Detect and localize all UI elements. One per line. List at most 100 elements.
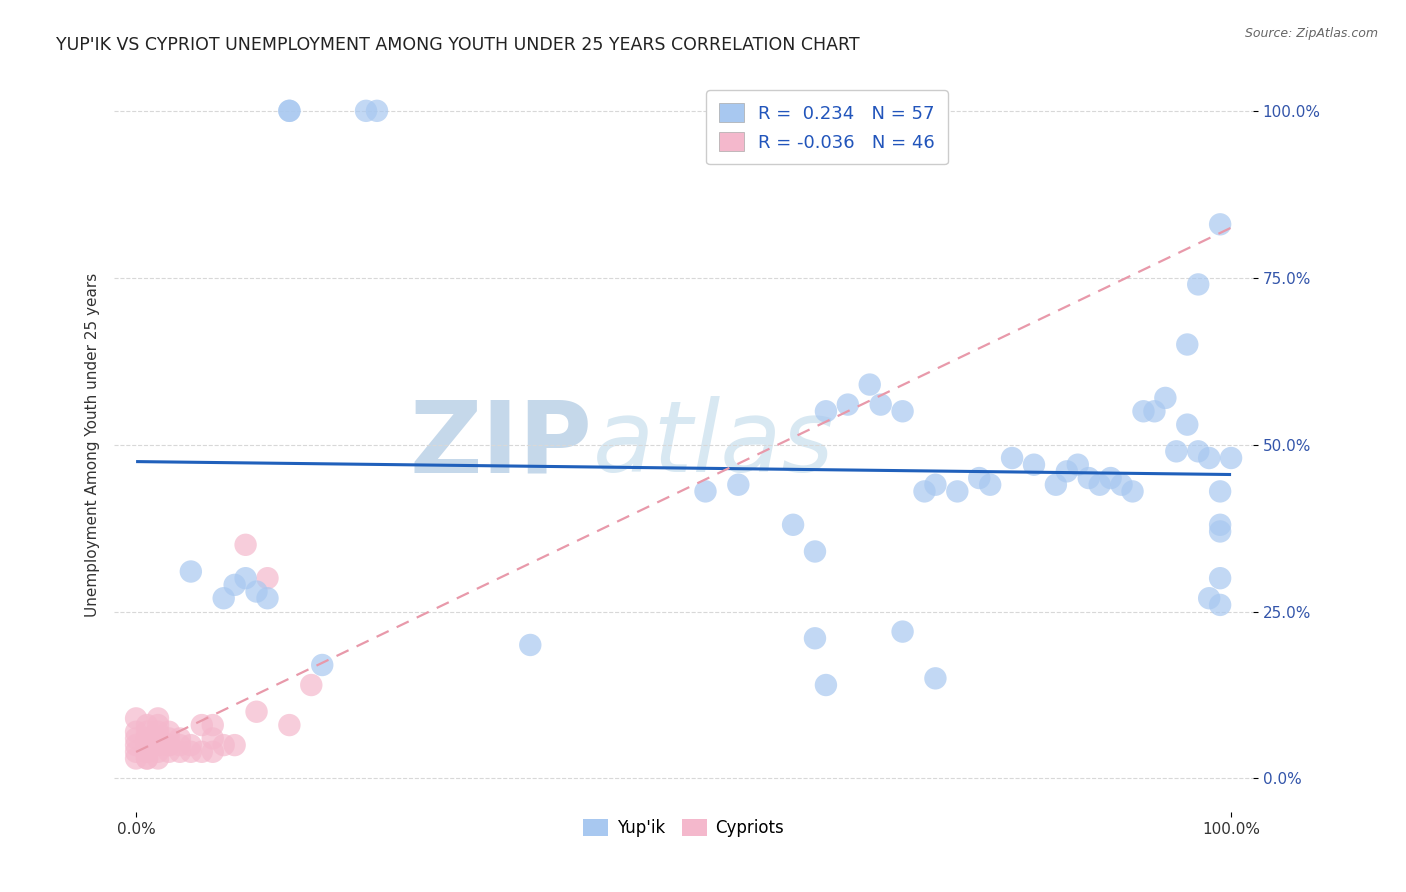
- Point: [1045, 477, 1067, 491]
- Point: [1209, 598, 1232, 612]
- Point: [256, 591, 278, 606]
- Point: [125, 724, 148, 739]
- Point: [235, 571, 257, 585]
- Point: [1198, 450, 1220, 465]
- Point: [169, 745, 191, 759]
- Point: [979, 477, 1001, 491]
- Point: [136, 751, 159, 765]
- Point: [278, 718, 301, 732]
- Point: [136, 724, 159, 739]
- Point: [869, 398, 891, 412]
- Point: [146, 751, 169, 765]
- Point: [814, 404, 837, 418]
- Point: [891, 404, 914, 418]
- Point: [157, 745, 180, 759]
- Text: ZIP: ZIP: [409, 396, 592, 493]
- Point: [299, 678, 322, 692]
- Point: [157, 738, 180, 752]
- Text: atlas: atlas: [592, 396, 834, 493]
- Point: [136, 731, 159, 746]
- Point: [146, 724, 169, 739]
- Point: [169, 738, 191, 752]
- Point: [146, 745, 169, 759]
- Text: Source: ZipAtlas.com: Source: ZipAtlas.com: [1244, 27, 1378, 40]
- Point: [1077, 471, 1099, 485]
- Point: [1198, 591, 1220, 606]
- Point: [967, 471, 990, 485]
- Point: [146, 718, 169, 732]
- Point: [256, 571, 278, 585]
- Point: [169, 731, 191, 746]
- Point: [814, 678, 837, 692]
- Point: [125, 738, 148, 752]
- Point: [136, 745, 159, 759]
- Point: [924, 477, 946, 491]
- Point: [146, 731, 169, 746]
- Point: [191, 718, 214, 732]
- Point: [519, 638, 541, 652]
- Point: [1209, 524, 1232, 539]
- Point: [1121, 484, 1143, 499]
- Point: [891, 624, 914, 639]
- Point: [1001, 450, 1024, 465]
- Point: [146, 731, 169, 746]
- Point: [201, 745, 224, 759]
- Point: [146, 738, 169, 752]
- Point: [278, 103, 301, 118]
- Point: [157, 738, 180, 752]
- Point: [136, 738, 159, 752]
- Point: [245, 705, 267, 719]
- Point: [235, 538, 257, 552]
- Point: [1111, 477, 1133, 491]
- Point: [245, 584, 267, 599]
- Point: [157, 724, 180, 739]
- Point: [914, 484, 936, 499]
- Point: [136, 738, 159, 752]
- Point: [1209, 484, 1232, 499]
- Point: [136, 731, 159, 746]
- Point: [1088, 477, 1111, 491]
- Point: [1166, 444, 1188, 458]
- Point: [224, 738, 246, 752]
- Point: [924, 671, 946, 685]
- Point: [212, 738, 235, 752]
- Legend: Yup'ik, Cypriots: Yup'ik, Cypriots: [576, 813, 790, 844]
- Point: [1143, 404, 1166, 418]
- Point: [125, 731, 148, 746]
- Point: [136, 718, 159, 732]
- Point: [804, 544, 827, 558]
- Point: [804, 632, 827, 646]
- Point: [311, 658, 333, 673]
- Point: [136, 745, 159, 759]
- Point: [278, 103, 301, 118]
- Point: [354, 103, 377, 118]
- Point: [366, 103, 388, 118]
- Text: YUP'IK VS CYPRIOT UNEMPLOYMENT AMONG YOUTH UNDER 25 YEARS CORRELATION CHART: YUP'IK VS CYPRIOT UNEMPLOYMENT AMONG YOU…: [56, 36, 860, 54]
- Point: [125, 751, 148, 765]
- Point: [1099, 471, 1122, 485]
- Point: [1056, 464, 1078, 478]
- Point: [180, 565, 202, 579]
- Point: [1132, 404, 1154, 418]
- Point: [695, 484, 717, 499]
- Point: [125, 745, 148, 759]
- Point: [201, 718, 224, 732]
- Point: [157, 731, 180, 746]
- Point: [146, 711, 169, 725]
- Point: [782, 517, 804, 532]
- Point: [136, 751, 159, 765]
- Point: [837, 398, 859, 412]
- Point: [859, 377, 882, 392]
- Point: [727, 477, 749, 491]
- Point: [1175, 417, 1198, 432]
- Y-axis label: Unemployment Among Youth under 25 years: Unemployment Among Youth under 25 years: [86, 273, 100, 616]
- Point: [1209, 217, 1232, 231]
- Point: [1220, 450, 1243, 465]
- Point: [1209, 571, 1232, 585]
- Point: [946, 484, 969, 499]
- Point: [201, 731, 224, 746]
- Point: [1022, 458, 1045, 472]
- Point: [125, 711, 148, 725]
- Point: [1187, 444, 1209, 458]
- Point: [1067, 458, 1090, 472]
